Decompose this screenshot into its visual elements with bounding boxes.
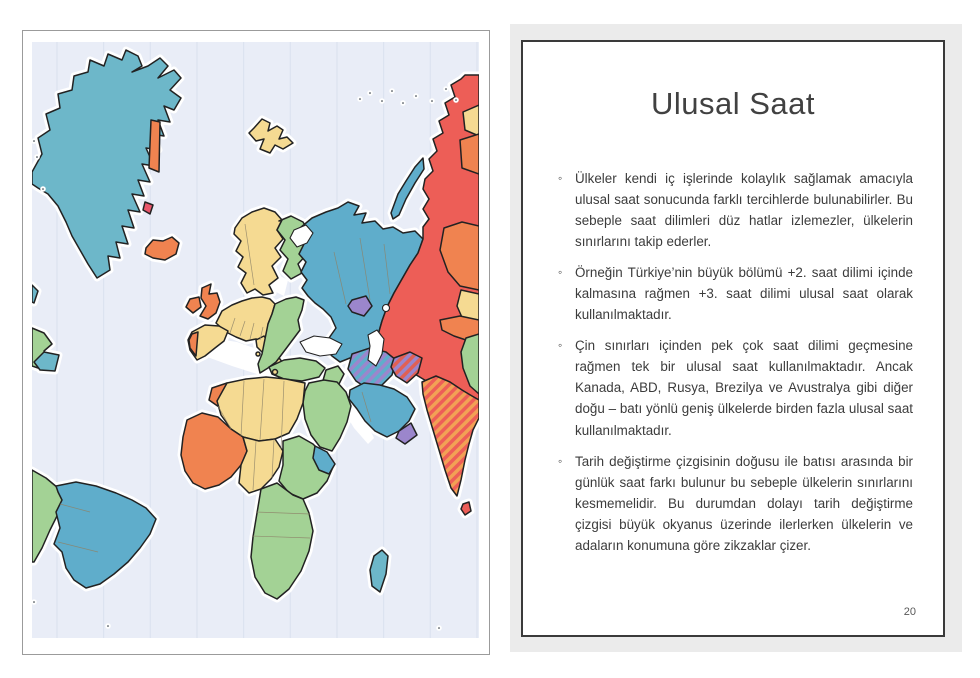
bullet-icon: ◦ [558, 171, 563, 185]
small-islands [32, 86, 459, 631]
region-siberia-orange [459, 133, 479, 175]
list-item: ◦ Ülkeler kendi iç işlerinde kolaylık sa… [558, 168, 913, 252]
aral-sea [381, 303, 391, 313]
list-item: ◦ Örneğin Türkiye’nin büyük bölümü +2. s… [558, 262, 913, 325]
bullet-text: Tarih değiştirme çizgisinin doğusu ile b… [575, 453, 913, 553]
page-title: Ulusal Saat [650, 86, 816, 121]
black-sea [299, 335, 343, 357]
timezone-map [32, 42, 479, 638]
bullet-icon: ◦ [558, 338, 563, 353]
enclosed-seas [289, 224, 391, 367]
text-card: Ulusal Saat ◦ Ülkeler kendi iç işlerinde… [521, 40, 945, 637]
list-item: ◦ Tarih değiştirme çizgisinin doğusu ile… [558, 451, 913, 556]
region-sicily [271, 368, 279, 376]
bullet-text: Çin sınırları içinden pek çok saat dilim… [575, 338, 913, 438]
page-number: 20 [903, 606, 916, 618]
bullet-text: Örneğin Türkiye’nin büyük bölümü +2. saa… [575, 265, 913, 323]
bullet-icon: ◦ [558, 265, 563, 280]
map-panel [22, 30, 490, 655]
landmasses [32, 49, 479, 600]
bullet-list: ◦ Ülkeler kendi iç işlerinde kolaylık sa… [558, 168, 913, 556]
white-sea [289, 224, 314, 248]
region-greenland-east-zone [148, 119, 161, 173]
caspian-sea [367, 329, 385, 367]
country-borders [57, 223, 391, 553]
bullet-icon: ◦ [558, 453, 563, 468]
region-sardinia [255, 351, 261, 357]
bullet-text: Ülkeler kendi iç işlerinde kolaylık sağl… [575, 171, 913, 250]
list-item: ◦ Çin sınırları içinden pek çok saat dil… [558, 335, 913, 440]
content-panel: Ulusal Saat ◦ Ülkeler kendi iç işlerinde… [510, 24, 962, 652]
